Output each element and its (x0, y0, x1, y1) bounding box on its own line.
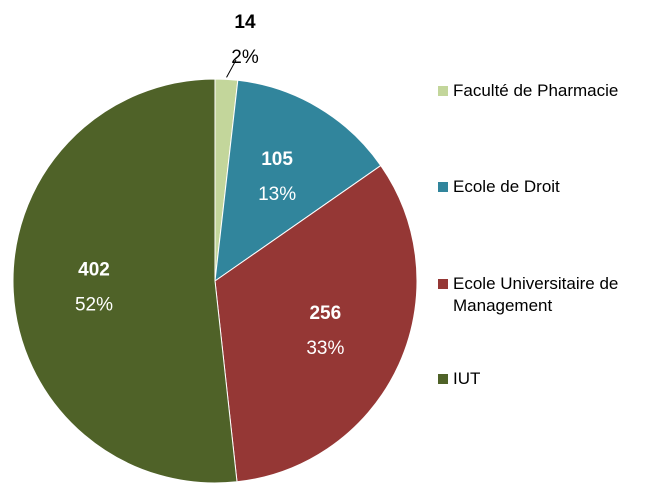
legend-item: IUT (438, 368, 653, 390)
value-label: 402 (78, 260, 110, 281)
leader-line (226, 59, 237, 78)
percentage-label: 33% (306, 338, 344, 359)
legend-item: Ecole Universitaire de Management (438, 273, 653, 317)
legend-item: Faculté de Pharmacie (438, 80, 653, 102)
legend-swatch (438, 279, 448, 289)
legend-swatch (438, 374, 448, 384)
percentage-label: 52% (75, 295, 113, 316)
legend-swatch (438, 86, 448, 96)
legend-label: Ecole de Droit (453, 177, 560, 196)
value-label: 256 (309, 303, 341, 324)
value-label: 14 (234, 12, 256, 33)
value-label: 105 (261, 149, 293, 170)
legend-label: IUT (453, 369, 481, 388)
pie-slice (214, 164, 418, 483)
legend-swatch (438, 182, 448, 192)
legend-item: Ecole de Droit (438, 176, 653, 198)
percentage-label: 13% (258, 184, 296, 205)
legend-label: Faculté de Pharmacie (453, 81, 619, 100)
percentage-label: 2% (231, 47, 259, 68)
legend-label: Ecole Universitaire de Management (453, 274, 619, 315)
pie-slice (214, 79, 382, 283)
pie-slice (12, 78, 238, 484)
